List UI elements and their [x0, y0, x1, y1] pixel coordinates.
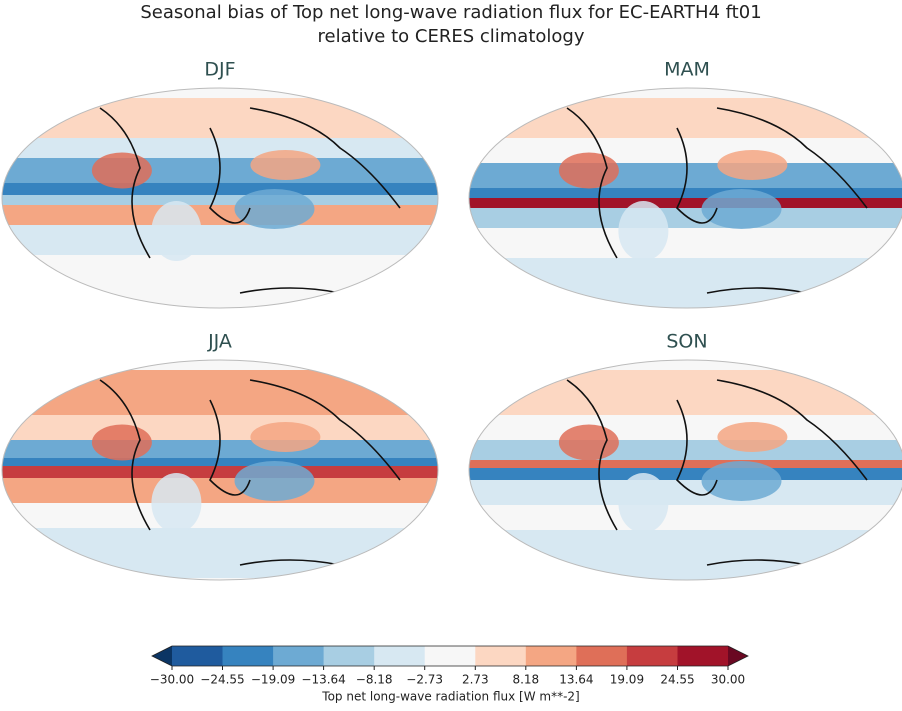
colorbar-extend-under: [152, 646, 172, 666]
panel-title: DJF: [204, 59, 235, 81]
colorbar-tick-label: −19.09: [251, 673, 295, 687]
bias-band: [2, 503, 438, 528]
map-border: [1, 87, 439, 309]
colorbar-tick-label: −8.18: [356, 673, 393, 687]
bias-band: [469, 530, 902, 580]
coastline: [566, 379, 868, 566]
panel-title: SON: [666, 331, 707, 353]
map-panel: [2, 360, 438, 580]
colorbar-segment: [576, 646, 628, 666]
bias-band: [2, 225, 438, 255]
bias-blob: [151, 473, 202, 533]
colorbar-segment: [626, 646, 678, 666]
colorbar-extend-over: [728, 646, 748, 666]
bias-blob: [151, 201, 202, 261]
colorbar-tick-label: −24.55: [200, 673, 244, 687]
panel-title: MAM: [664, 59, 710, 81]
colorbar-segment: [273, 646, 325, 666]
map-border: [1, 359, 439, 581]
bias-band: [2, 183, 438, 195]
bias-band: [469, 480, 902, 505]
colorbar-tick-label: −13.64: [301, 673, 345, 687]
bias-blob: [618, 201, 669, 261]
coastline: [99, 379, 401, 566]
bias-band: [2, 138, 438, 158]
figure-title: Seasonal bias of Top net long-wave radia…: [140, 2, 761, 23]
bias-band: [469, 208, 902, 228]
bias-band: [469, 468, 902, 480]
colorbar-tick-label: 24.55: [660, 673, 694, 687]
bias-band: [469, 228, 902, 258]
colorbar-segment: [172, 646, 224, 666]
colorbar-tick-label: 8.18: [512, 673, 539, 687]
colorbar-tick-label: 13.64: [559, 673, 593, 687]
bias-band: [2, 98, 438, 138]
bias-band: [2, 255, 438, 305]
bias-band: [2, 478, 438, 503]
colorbar-tick-label: 30.00: [711, 673, 745, 687]
panel-title: JJA: [207, 331, 232, 353]
bias-blob: [558, 424, 619, 461]
bias-band: [2, 528, 438, 578]
bias-band: [469, 258, 902, 308]
colorbar-tick-label: −30.00: [150, 673, 194, 687]
bias-band: [469, 188, 902, 198]
bias-blob: [618, 473, 669, 533]
colorbar-label: Top net long-wave radiation flux [W m**-…: [321, 690, 579, 704]
map-panel: [469, 88, 902, 308]
colorbar-tick-label: 2.73: [462, 673, 489, 687]
bias-blob: [701, 189, 782, 229]
coastline: [566, 107, 868, 294]
bias-band: [2, 466, 438, 478]
map-border: [468, 359, 902, 581]
colorbar-segment: [222, 646, 274, 666]
bias-blob: [717, 422, 788, 452]
coastline: [99, 107, 401, 294]
colorbar-segment: [475, 646, 527, 666]
bias-band: [2, 205, 438, 225]
colorbar-segment: [424, 646, 476, 666]
bias-blob: [234, 189, 315, 229]
bias-blob: [558, 152, 619, 189]
bias-band: [2, 195, 438, 205]
bias-band: [469, 198, 902, 208]
colorbar-segment: [525, 646, 577, 666]
bias-band: [2, 458, 438, 466]
colorbar-segment: [677, 646, 729, 666]
map-panel: [469, 360, 902, 580]
colorbar-segment: [374, 646, 426, 666]
bias-band: [469, 163, 902, 188]
bias-blob: [717, 150, 788, 180]
colorbar-segment: [323, 646, 375, 666]
figure-subtitle: relative to CERES climatology: [317, 26, 584, 47]
bias-blob: [250, 422, 321, 452]
colorbar-tick-label: −2.73: [406, 673, 443, 687]
bias-band: [469, 505, 902, 530]
bias-blob: [701, 461, 782, 501]
bias-blob: [250, 150, 321, 180]
bias-blob: [91, 424, 152, 461]
bias-band: [469, 460, 902, 468]
colorbar-tick-label: 19.09: [610, 673, 644, 687]
bias-blob: [91, 152, 152, 189]
bias-blob: [234, 461, 315, 501]
map-border: [468, 87, 902, 309]
